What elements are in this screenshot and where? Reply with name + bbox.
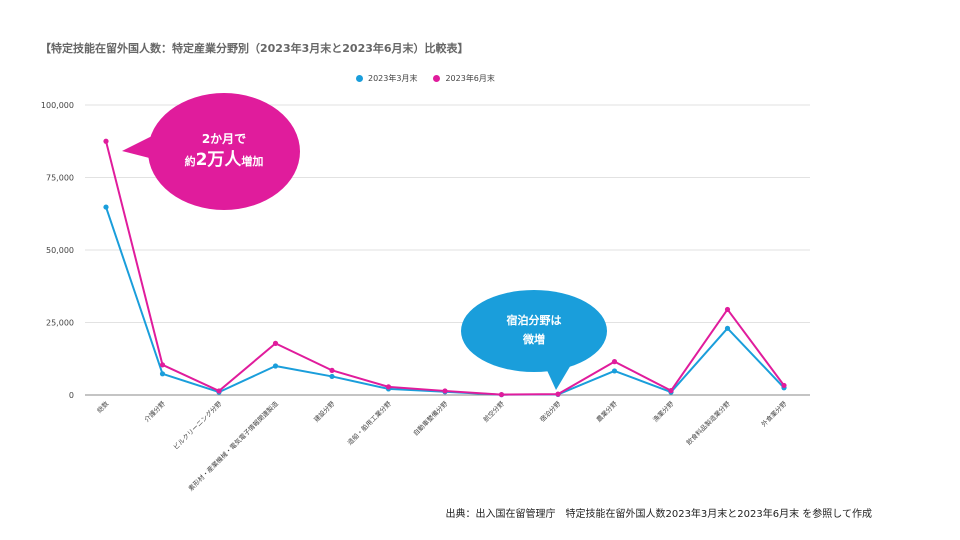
callout-total-big: 2万人 [195, 149, 242, 170]
y-tick-label: 50,000 [46, 246, 74, 255]
x-tick-label: 総数 [95, 399, 111, 415]
data-point [159, 362, 166, 368]
data-point [498, 391, 505, 398]
x-tick-label: 外食業分野 [759, 399, 789, 429]
callout-lodging-line1: 宿泊分野は [506, 314, 562, 328]
callout-total-line1: 2か月で [201, 131, 247, 146]
x-tick-label: 造船・舶用工業分野 [345, 399, 393, 447]
series-line [105, 206, 785, 396]
data-point [724, 325, 731, 331]
data-point [103, 138, 109, 144]
data-point [555, 391, 561, 397]
callout-lodging: 宿泊分野は 微増 [461, 290, 607, 372]
y-tick-label: 100,000 [41, 101, 74, 110]
chart-title: 【特定技能在留外国人数：特定産業分野別（2023年3月末と2023年6月末）比較… [40, 42, 469, 55]
source-note: 出典：出入国在留管理庁 特定技能在留外国人数2023年3月末と2023年6月末 … [445, 509, 872, 520]
callout-total-increase: 2か月で 約2万人増加 [148, 93, 300, 210]
y-tick-label: 25,000 [46, 319, 74, 328]
data-point [272, 340, 279, 346]
legend-item-june: 2023年6月末 [433, 73, 495, 84]
data-point [103, 204, 109, 210]
data-point [611, 368, 618, 374]
x-tick-label: 自動車整備分野 [411, 399, 450, 438]
y-tick-label: 75,000 [46, 174, 74, 183]
data-point [216, 388, 222, 394]
legend-dot-june [433, 75, 441, 82]
data-point [724, 306, 731, 313]
x-tick-label: 漁業分野 [651, 399, 676, 424]
data-point [329, 373, 335, 380]
x-tick-label: 飲食料品製造業分野 [684, 399, 732, 447]
data-point [385, 384, 392, 390]
data-point [329, 367, 335, 373]
x-tick-label: 建設分野 [312, 399, 337, 424]
data-point [611, 359, 618, 365]
data-point [668, 388, 674, 394]
x-tick-label: ビルクリーニング分野 [171, 399, 224, 452]
callout-lodging-line2: 微増 [523, 333, 545, 346]
legend-dot-march [356, 75, 363, 82]
data-point [159, 371, 166, 377]
legend-item-march: 2023年3月末 [356, 73, 417, 84]
x-tick-label: 航空分野 [481, 399, 506, 424]
x-tick-label: 介護分野 [142, 399, 167, 424]
x-tick-label: 素形材・産業機械・電気電子情報関連製造 [186, 399, 280, 493]
x-tick-label: 宿泊分野 [538, 399, 563, 424]
x-tick-label: 農業分野 [594, 399, 619, 424]
data-point [272, 363, 279, 369]
data-point [781, 382, 787, 389]
legend-label-june: 2023年6月末 [445, 74, 495, 83]
y-tick-label: 0 [69, 391, 74, 400]
legend: 2023年3月末 2023年6月末 [356, 73, 495, 84]
callout-total-line2: 約2万人増加 [184, 149, 264, 170]
data-point [442, 388, 448, 394]
legend-label-march: 2023年3月末 [368, 74, 418, 83]
